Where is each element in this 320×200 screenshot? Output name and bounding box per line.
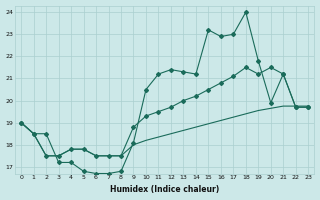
X-axis label: Humidex (Indice chaleur): Humidex (Indice chaleur)	[110, 185, 219, 194]
